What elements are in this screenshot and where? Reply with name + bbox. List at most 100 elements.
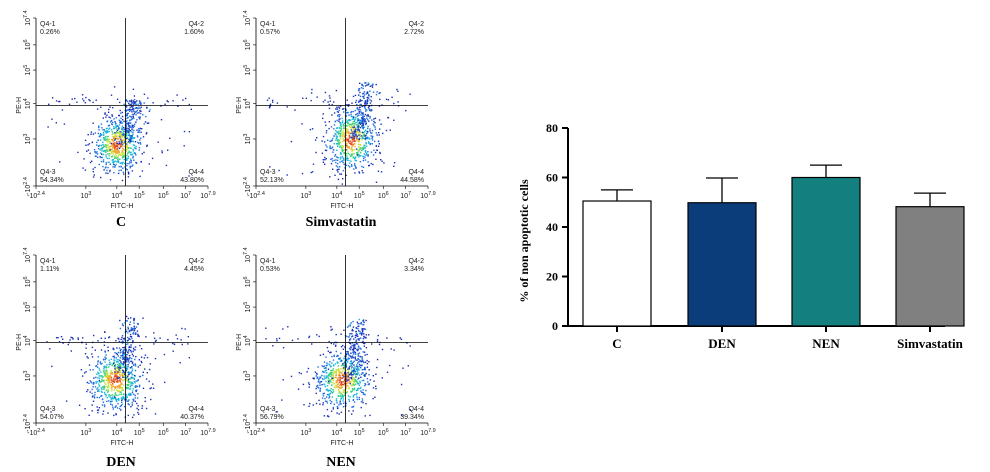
event-dot [127,357,129,360]
event-dot [117,337,119,340]
event-dot [346,380,348,383]
event-dot [111,384,113,387]
event-dot [352,356,354,358]
event-dot [342,147,344,149]
event-dot [334,120,336,123]
event-dot [361,328,363,330]
event-dot [103,149,106,152]
event-dot [350,356,353,359]
event-dot [353,384,355,386]
event-dot [355,116,357,118]
event-dot [342,131,344,134]
event-dot [357,125,359,127]
event-dot [133,144,136,147]
event-dot [354,374,357,376]
event-dot [345,357,347,359]
event-dot [352,394,355,397]
event-dot [375,373,377,375]
event-dot [105,127,108,130]
event-dot [322,113,324,115]
event-dot [359,135,361,137]
event-dot [139,175,141,178]
event-dot [305,97,307,99]
event-dot [343,136,345,138]
event-dot [137,379,139,381]
event-dot [133,399,135,401]
event-dot [126,384,128,386]
event-dot [372,83,374,85]
event-dot [339,400,341,402]
event-dot [328,394,330,396]
event-dot [349,373,352,375]
event-dot [161,151,163,154]
event-dot [138,100,141,102]
event-dot [328,389,330,392]
event-dot [122,396,124,398]
event-dot [332,379,335,382]
event-dot [77,338,79,341]
event-dot [118,153,121,155]
event-dot [105,131,107,134]
event-dot [348,133,350,135]
event-dot [118,372,120,374]
event-dot [87,389,89,391]
event-dot [337,389,340,391]
event-dot [82,98,84,100]
event-dot [330,388,332,390]
event-dot [365,122,367,125]
event-dot [330,402,332,405]
event-dot [358,172,361,174]
event-dot [322,161,325,163]
event-dot [366,84,368,86]
event-dot [150,398,152,401]
event-dot [353,125,355,127]
x-tick-label: 104 [331,428,342,437]
event-dot [117,137,120,139]
event-dot [114,396,116,398]
event-dot [346,384,348,387]
event-dot [114,132,116,134]
event-dot [126,343,128,346]
event-dot [123,396,125,398]
event-dot [345,359,348,362]
event-dot [346,128,348,130]
event-dot [113,377,115,380]
event-dot [365,152,368,154]
event-dot [353,377,355,379]
event-dot [350,391,352,393]
event-dot [350,110,353,113]
event-dot [144,400,146,403]
event-dot [357,123,359,125]
event-dot [389,129,391,131]
event-dot [286,174,288,176]
event-dot [321,152,324,154]
x-tick-label: 106 [158,428,169,437]
event-dot [114,371,116,373]
x-tick-label: 103 [300,191,311,200]
event-dot [362,337,365,340]
event-dot [109,117,112,119]
event-dot [362,172,364,174]
event-dot [364,85,367,87]
event-dot [125,138,128,141]
event-dot [121,153,123,155]
event-dot [96,409,99,411]
event-dot [348,374,351,376]
event-dot [140,360,142,363]
event-dot [110,148,112,150]
event-dot [331,146,334,148]
event-dot [348,367,350,369]
event-dot [148,380,150,383]
event-dot [322,371,325,373]
event-dot [352,326,355,328]
event-dot [352,152,354,155]
event-dot [136,389,138,391]
event-dot [345,153,347,155]
event-dot [340,411,343,413]
event-dot [341,157,343,159]
event-dot [122,143,125,145]
event-dot [326,146,328,148]
event-dot [70,350,72,352]
event-dot [104,373,106,375]
event-dot [366,115,368,117]
